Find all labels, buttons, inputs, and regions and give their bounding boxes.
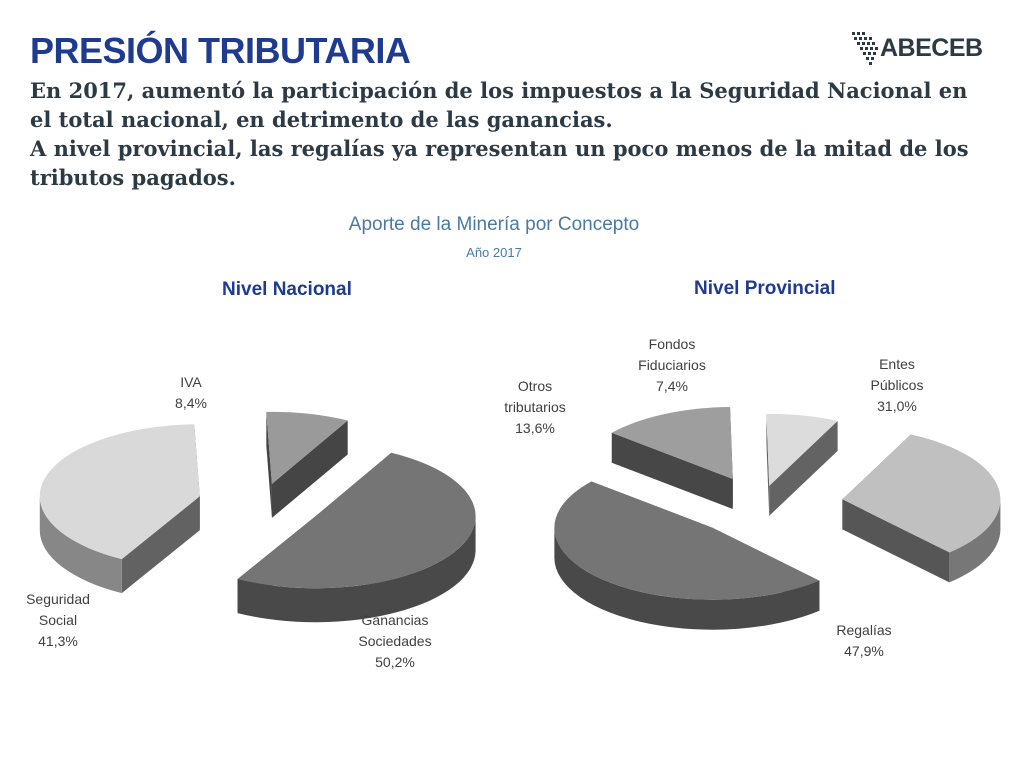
slice-otros-tributarios [611,407,733,480]
slice-entes-publicos [842,434,1001,553]
subtitle-line-nacional: En 2017, aumentó la participación de los… [30,78,968,132]
chart-subtitle: Año 2017 [466,245,522,260]
pie-1: Fondos Fiduciarios 7,4% Entes Públicos 31,0% R… [504,336,1001,659]
logo-text: ABECEB [880,34,983,62]
pie-0: IVA 8,4% Ganancias Sociedades 50,2% Seguridad… [26,374,476,670]
chart-title: Aporte de la Minería por Concepto [348,214,640,235]
data-label-seguridad-social: Seguridad Social 41,3% [26,591,90,649]
slice-cut-face [842,499,950,583]
panel-title-nacional: Nivel Nacional [222,279,352,300]
slice-cut-face [266,411,272,518]
map-dots-icon [852,32,878,65]
slice-cut-face [611,432,733,510]
slice-regalias [554,481,820,600]
slice-outer-wall [237,516,476,623]
data-label-fondos-fiduciarios: Fondos Fiduciarios 7,4% [638,336,706,394]
slice-seguridad-social [39,424,200,560]
slice-outer-wall [39,496,122,594]
slice-cut-face [769,420,838,516]
subtitle-line-provincial: A nivel provincial, las regalías ya repr… [30,136,969,190]
data-label-ganancias-sociedades: Ganancias Sociedades 50,2% [358,612,431,670]
slice-cut-face [121,496,200,594]
slice-outer-wall [949,499,1001,583]
slice-iva [266,411,348,484]
slice-ganancias-sociedades [237,452,476,589]
slice-cut-face [271,420,348,518]
slice-fondos-fiduciarios [766,413,838,486]
page-title: PRESIÓN TRIBUTARIA [30,30,411,71]
data-label-regalias: Regalías 47,9% [836,622,891,659]
data-label-iva: IVA 8,4% [175,374,207,411]
slice-cut-face [766,413,770,516]
data-label-entes-publicos: Entes Públicos 31,0% [871,356,924,414]
slice-side-fondos-fiduciarios [766,413,838,516]
slice-side-iva [266,411,348,518]
data-label-otros-tributarios: Otros tributarios 13,6% [504,378,565,436]
page-subtitle: En 2017, aumentó la participación de los… [30,76,990,192]
panel-title-provincial: Nivel Provincial [694,278,836,299]
slice-outer-wall [554,527,820,630]
abeceb-logo: ABECEB [850,30,1000,70]
